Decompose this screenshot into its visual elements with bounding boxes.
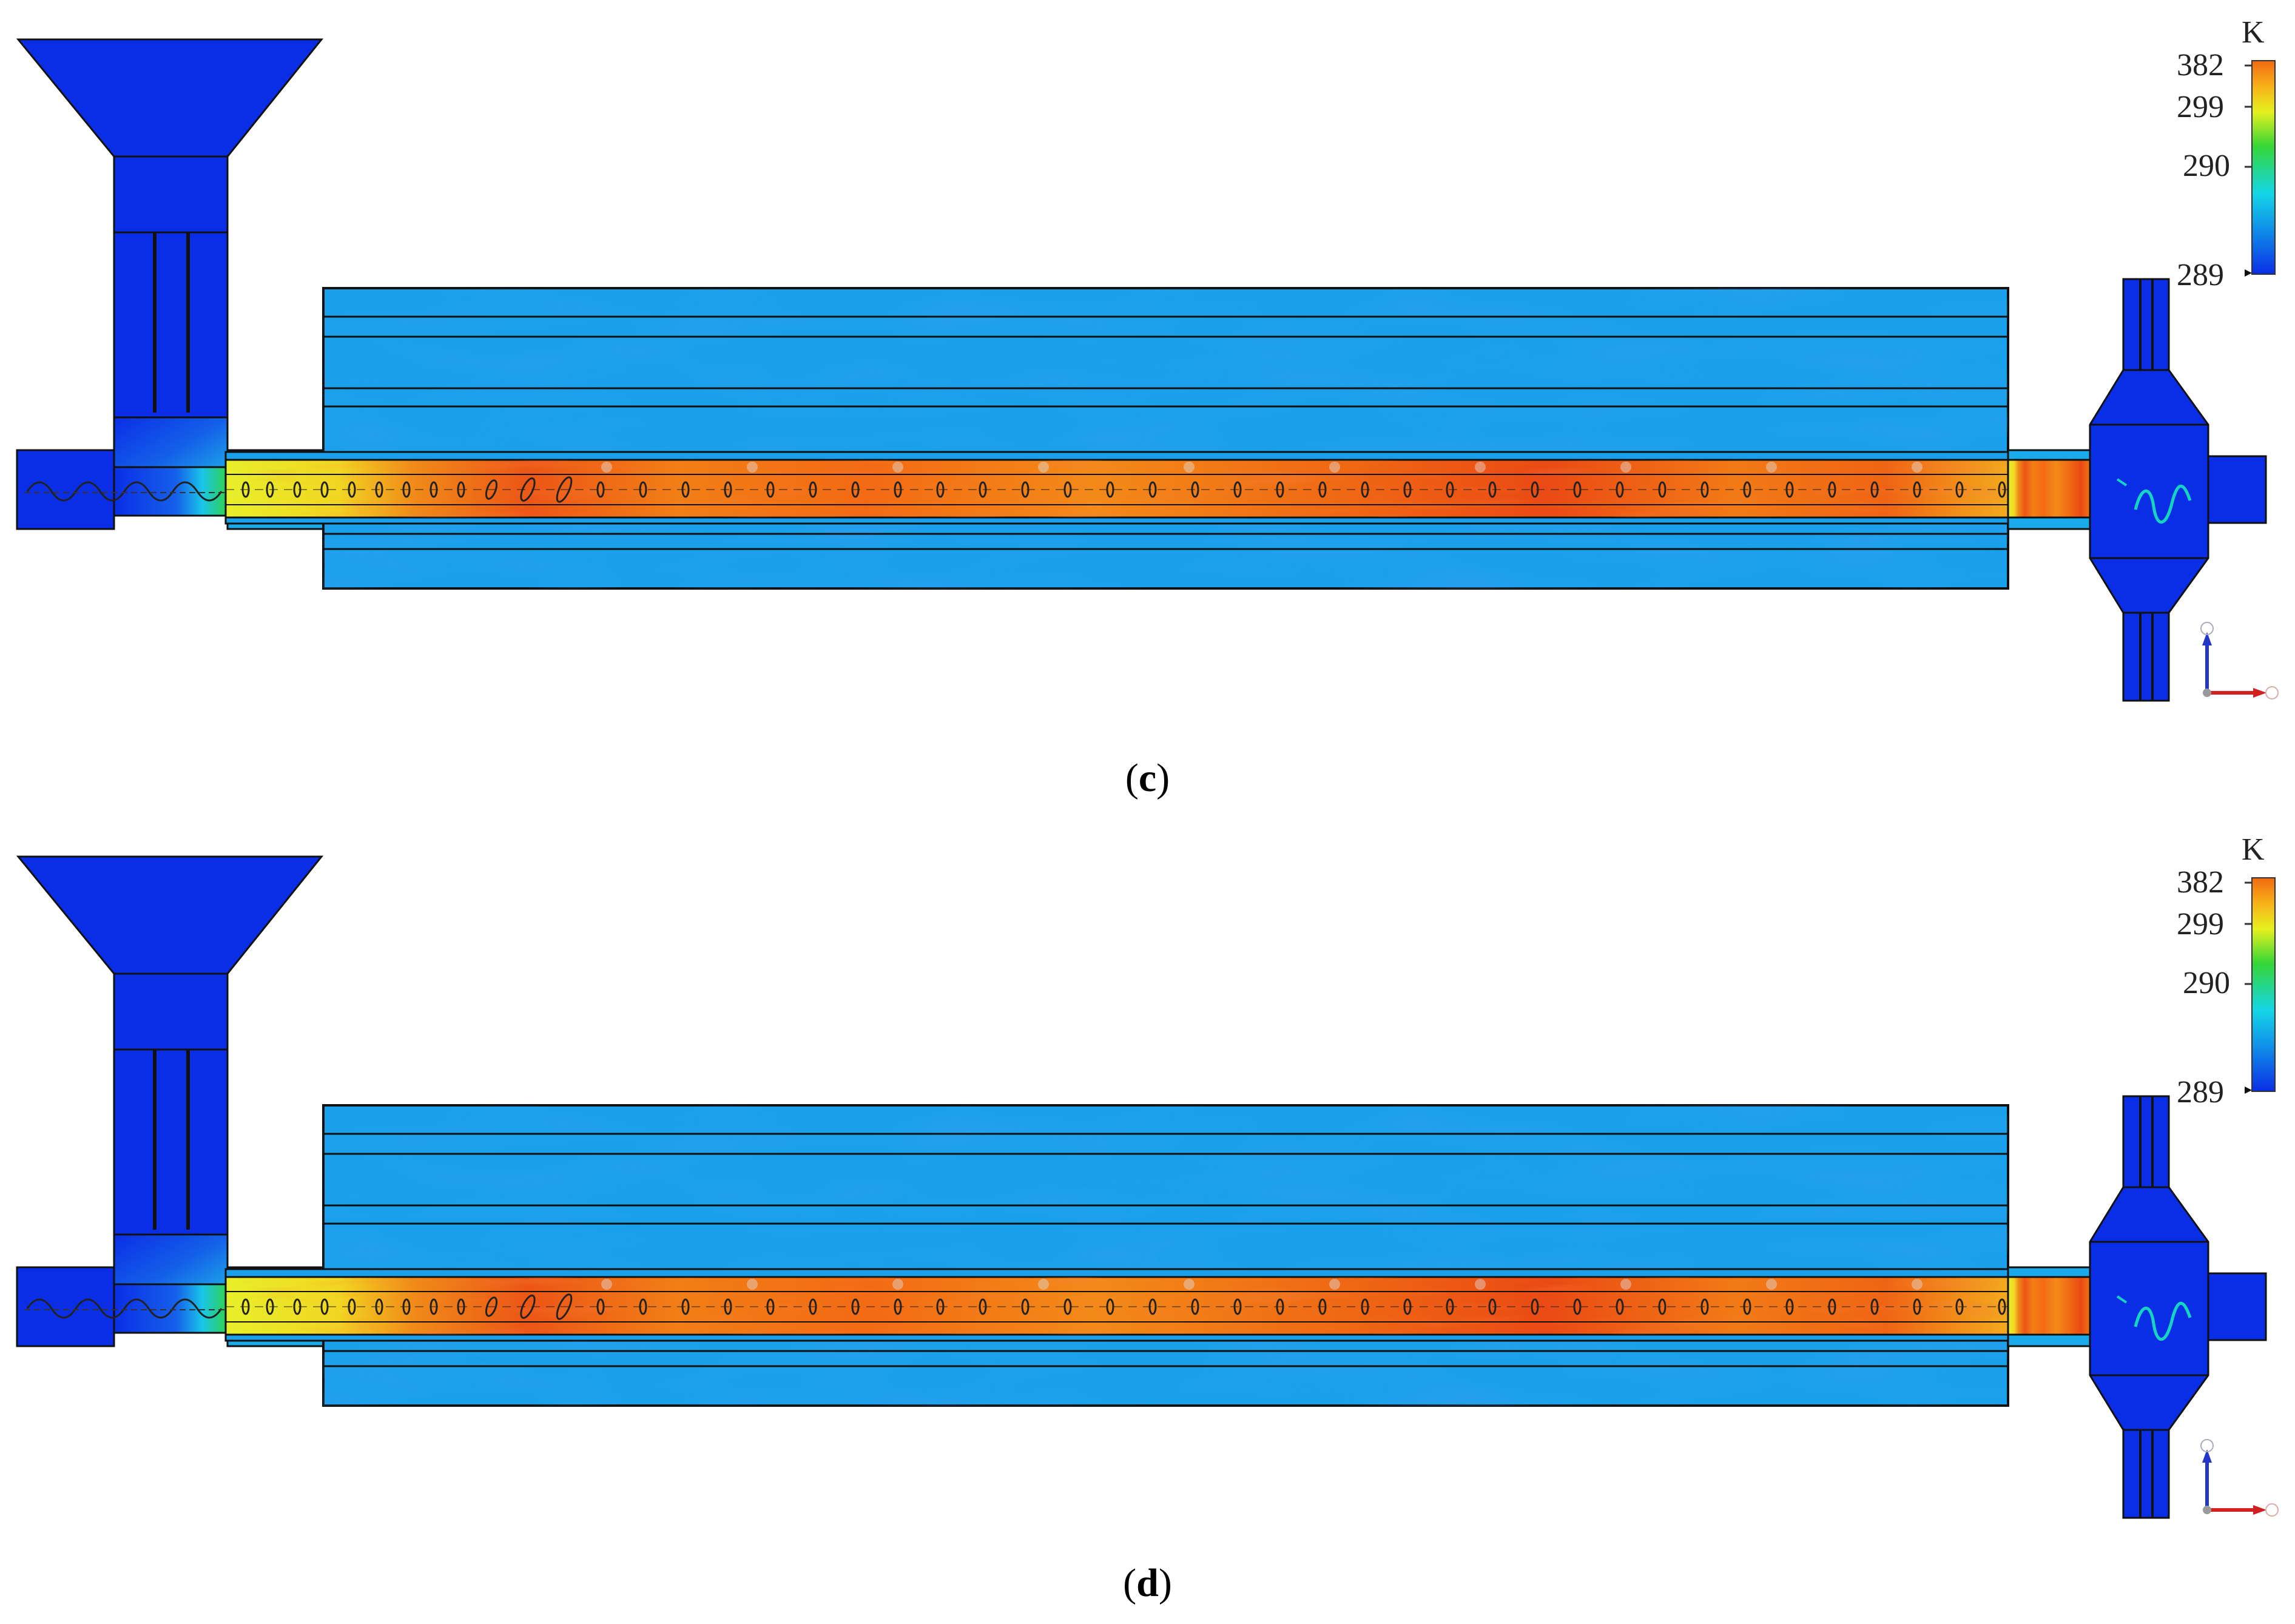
colorbar-gradient — [2251, 877, 2276, 1092]
colorbar-d: K 382 299 290 289 — [2177, 832, 2276, 1110]
colorbar-tick-290: 290 — [2183, 966, 2230, 1000]
coordinate-axes-icon — [2200, 1439, 2279, 1517]
panel-c: K 382 299 290 289 — [0, 0, 2295, 740]
colorbar-tick-290: 290 — [2183, 149, 2230, 183]
colorbar-unit: K — [2242, 832, 2265, 867]
colorbar-tick-289: 289 — [2177, 258, 2224, 292]
colorbar-c: K 382 299 290 289 — [2177, 15, 2276, 292]
caption-c: (c) — [1125, 756, 1170, 800]
caption-label-d: d — [1136, 1561, 1159, 1605]
coordinate-axes-icon — [2200, 622, 2279, 699]
colorbar-tick-299: 299 — [2177, 90, 2224, 124]
caption-label-c: c — [1138, 756, 1157, 800]
colorbar-tick-382: 382 — [2177, 48, 2224, 83]
colorbar-tick-382: 382 — [2177, 865, 2224, 900]
colorbar-tick-289: 289 — [2177, 1075, 2224, 1110]
panel-d: K 382 299 290 289 — [0, 817, 2295, 1557]
colorbar-tick-299: 299 — [2177, 907, 2224, 942]
caption-d: (d) — [1123, 1561, 1172, 1605]
colorbar-unit: K — [2242, 15, 2265, 50]
